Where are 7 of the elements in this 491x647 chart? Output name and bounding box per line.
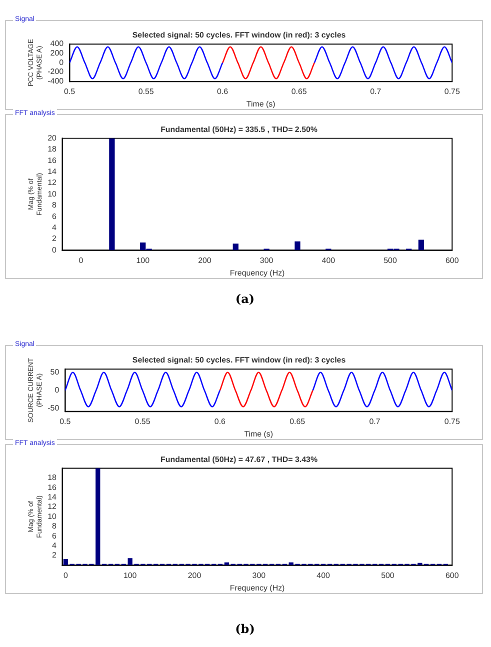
bar xyxy=(294,241,300,250)
bar xyxy=(63,559,68,566)
bar xyxy=(232,244,238,250)
text: (b) xyxy=(234,622,256,636)
bar xyxy=(418,240,424,250)
bar xyxy=(109,138,115,250)
text: (a) xyxy=(234,292,256,306)
